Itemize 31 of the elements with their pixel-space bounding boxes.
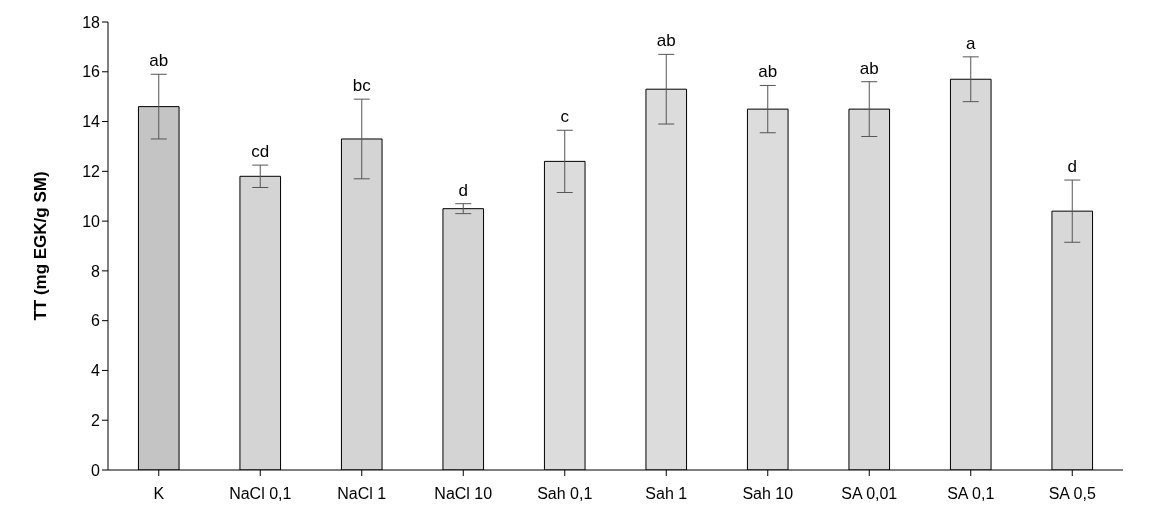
y-tick-label: 4 xyxy=(91,362,101,380)
annotation: d xyxy=(458,180,468,200)
annotation: ab xyxy=(149,51,169,71)
y-tick-label: 14 xyxy=(82,113,101,131)
y-tick-label: 0 xyxy=(91,461,101,479)
y-axis-title: TT (mg EGK/g SM) xyxy=(31,171,51,321)
y-tick-label: 12 xyxy=(82,163,101,181)
x-tick-label: NaCl 10 xyxy=(434,485,493,503)
y-tick-label: 2 xyxy=(91,411,101,429)
annotation: c xyxy=(560,107,570,127)
x-tick-label: Sah 10 xyxy=(742,485,794,503)
annotation: a xyxy=(966,33,977,53)
y-tick-label: 16 xyxy=(82,63,101,81)
y-tick-label: 6 xyxy=(91,312,101,330)
annotation: ab xyxy=(758,62,778,82)
x-tick-label: K xyxy=(153,485,165,503)
y-tick-label: 10 xyxy=(82,212,101,230)
x-tick-label: NaCl 1 xyxy=(337,485,387,503)
annotation: d xyxy=(1067,157,1077,177)
annotation: ab xyxy=(656,31,676,51)
x-tick-label: Sah 0,1 xyxy=(537,485,593,503)
x-tick-label: NaCl 0,1 xyxy=(229,485,292,503)
x-tick-label: SA 0,1 xyxy=(947,485,995,503)
annotation: ab xyxy=(859,58,879,78)
y-tick-label: 8 xyxy=(91,262,101,280)
annotation: bc xyxy=(352,76,372,96)
x-tick-label: Sah 1 xyxy=(645,485,688,503)
annotation: cd xyxy=(251,142,270,162)
x-tick-label: SA 0,5 xyxy=(1048,485,1096,503)
y-tick-label: 18 xyxy=(82,13,101,31)
x-tick-label: SA 0,01 xyxy=(841,485,898,503)
